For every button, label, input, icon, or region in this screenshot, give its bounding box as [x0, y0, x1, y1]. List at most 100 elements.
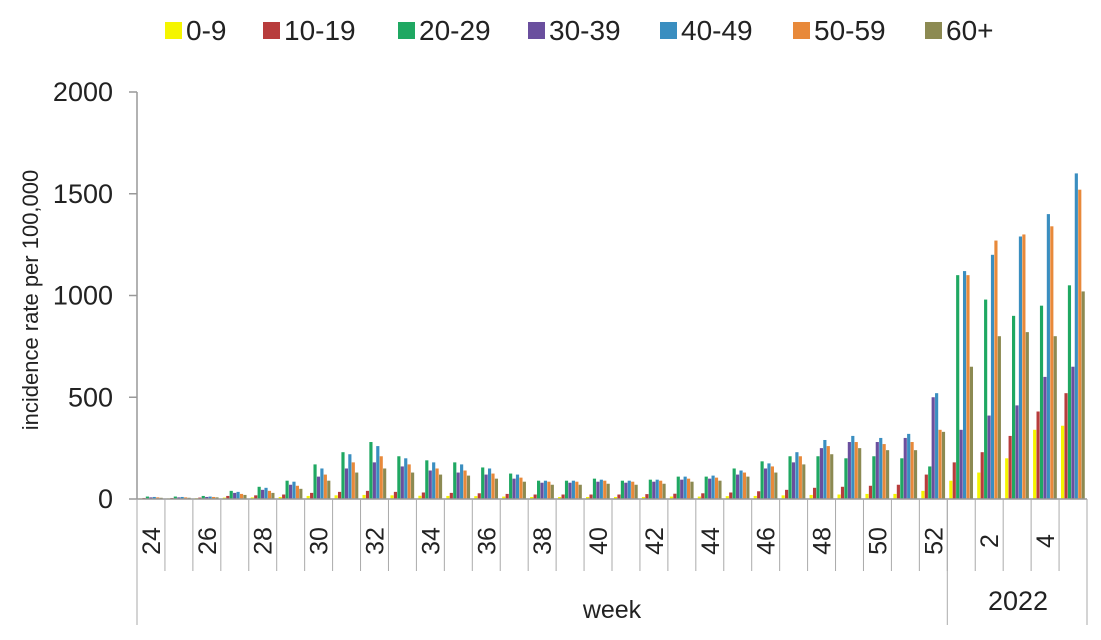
bar-20-29-week-34: [425, 460, 429, 499]
bar-0-9-week-33: [390, 495, 394, 499]
bar-10-19-week-27: [226, 495, 230, 499]
bar-60+-week-33: [411, 472, 415, 499]
bar-60+-week-37: [522, 481, 526, 499]
bar-10-19-week-28: [254, 495, 258, 499]
bar-50-59-week-24: [156, 497, 160, 499]
bar-60+-week-51: [913, 450, 918, 499]
y-tick-label-0: 0: [98, 484, 113, 514]
bar-30-39-week-51: [903, 437, 907, 499]
y-axis-title: incidence rate per 100,000: [18, 170, 43, 431]
bar-40-49-week-42: [655, 479, 659, 499]
x-tick-label-50: 50: [864, 527, 892, 555]
bar-50-59-week-44: [714, 477, 719, 499]
bar-10-19-week-2: [980, 452, 984, 499]
bar-50-59-week-3: [1022, 234, 1026, 499]
bar-20-29-week-2: [984, 299, 988, 499]
bar-60+-week-52: [941, 431, 946, 499]
bar-30-39-week-47: [791, 462, 796, 499]
bar-60+-week-38: [550, 484, 554, 499]
bar-40-49-week-38: [543, 480, 548, 499]
bar-30-39-week-39: [568, 482, 572, 499]
bar-40-49-week-45: [739, 470, 743, 499]
bar-60+-week-35: [466, 475, 471, 499]
legend-label-50-59: 50-59: [814, 15, 886, 46]
bar-30-39-week-25: [177, 497, 181, 499]
bar-40-49-week-30: [320, 468, 324, 499]
legend-label-20-29: 20-29: [419, 15, 491, 46]
bar-30-39-week-28: [261, 489, 265, 499]
bar-0-9-week-35: [446, 495, 450, 499]
y-tick-label-1000: 1000: [53, 281, 113, 311]
bar-30-39-week-27: [233, 492, 237, 499]
bar-30-39-week-37: [512, 478, 516, 499]
bar-0-9-week-42: [641, 496, 646, 499]
bar-60+-week-28: [271, 492, 275, 499]
bar-10-19-week-41: [617, 494, 621, 499]
x-axis-ticks: 24 26 28 30 32 34 36 38 40 42 44 46 48 50 52 2 4: [136, 499, 1088, 625]
y-tick-label-500: 500: [68, 382, 113, 412]
bar-20-29-week-51: [900, 458, 904, 499]
bar-30-39-week-32: [372, 462, 376, 499]
bar-0-9-week-37: [502, 496, 506, 499]
bar-30-39-week-35: [456, 472, 460, 499]
bar-50-59-week-2: [994, 240, 998, 499]
bar-60+-week-46: [774, 472, 778, 499]
bar-40-49-week-31: [348, 454, 352, 499]
bar-30-39-week-41: [624, 482, 628, 499]
bar-40-49-week-28: [264, 487, 268, 499]
bar-30-39-week-46: [763, 468, 768, 499]
bar-40-49-week-33: [404, 458, 408, 499]
bar-0-9-week-1: [949, 480, 953, 499]
bar-30-39-week-34: [428, 470, 432, 499]
bar-10-19-week-47: [785, 489, 789, 499]
bar-50-59-week-4: [1050, 226, 1054, 499]
bar-40-49-week-35: [460, 464, 464, 499]
bar-40-49-week-27: [236, 491, 240, 499]
legend-label-0-9: 0-9: [186, 15, 226, 46]
legend: 0-9 10-19 20-29 30-39 40-49 50-59 60+: [165, 15, 994, 46]
bar-50-59-week-46: [770, 466, 774, 499]
bar-50-59-week-48: [826, 446, 830, 499]
bar-0-9-week-51: [893, 493, 897, 499]
bar-0-9-week-48: [809, 494, 813, 499]
bar-50-59-week-52: [938, 429, 942, 499]
bar-0-9-week-29: [278, 496, 282, 499]
bar-0-9-week-4: [1033, 429, 1037, 499]
bar-60+-week-5: [1081, 291, 1085, 499]
bar-50-59-week-40: [603, 480, 607, 499]
bar-50-59-week-45: [742, 472, 747, 499]
x-tick-label-42: 42: [641, 527, 669, 555]
bar-40-49-week-51: [907, 433, 911, 499]
bar-0-9-week-47: [781, 495, 785, 499]
bar-60+-week-39: [578, 484, 582, 499]
bar-0-9-week-31: [334, 495, 338, 499]
year-group-label: 2022: [988, 586, 1048, 616]
legend-label-40-49: 40-49: [681, 15, 753, 46]
bar-10-19-week-52: [924, 474, 928, 499]
bar-30-39-week-30: [316, 476, 321, 499]
bar-20-29-week-26: [201, 495, 205, 499]
bar-50-59-week-36: [491, 473, 495, 499]
bar-50-59-week-38: [547, 481, 551, 499]
legend-swatch-0-9: [165, 22, 182, 39]
bar-0-9-week-28: [250, 497, 254, 499]
bar-40-49-week-44: [711, 475, 715, 499]
bar-40-49-week-50: [879, 437, 883, 499]
x-tick-label-2: 2: [976, 534, 1004, 548]
bar-40-49-week-39: [571, 480, 575, 499]
bar-60+-week-26: [215, 497, 219, 499]
bar-50-59-week-27: [239, 493, 244, 499]
bar-30-39-week-48: [819, 448, 823, 500]
bar-30-39-week-33: [400, 466, 404, 499]
bar-30-39-week-43: [680, 479, 684, 499]
x-axis-title: week: [582, 596, 642, 624]
bar-30-39-week-36: [484, 474, 488, 499]
bar-30-39-week-38: [540, 482, 544, 499]
bar-30-39-week-49: [847, 442, 851, 499]
bar-50-59-week-42: [659, 480, 663, 499]
bar-20-29-week-38: [537, 480, 541, 499]
bar-60+-week-27: [243, 494, 247, 499]
legend-label-10-19: 10-19: [284, 15, 356, 46]
bar-50-59-week-49: [854, 442, 858, 499]
